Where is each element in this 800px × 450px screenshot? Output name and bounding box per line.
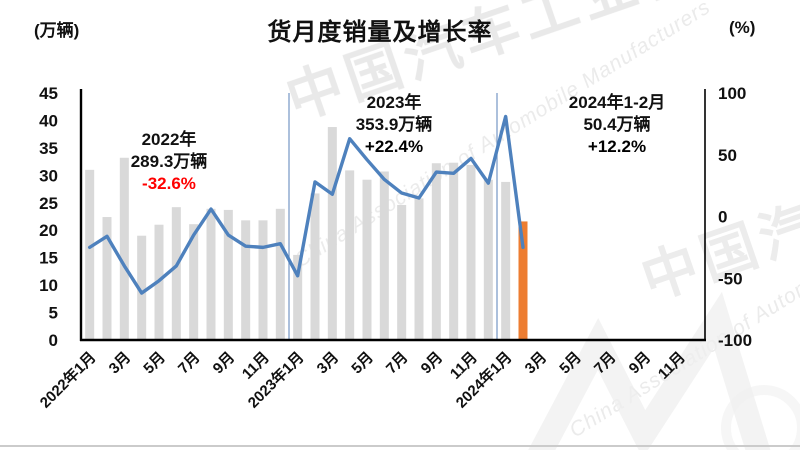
left-axis-tick-5: 5: [49, 304, 58, 323]
sales-bar-2023年1月: [293, 254, 303, 340]
annotation-2022-total: 289.3万辆: [130, 152, 208, 171]
sales-bar-2023年12月: [483, 179, 493, 340]
sales-bar-2023年7月: [397, 204, 407, 340]
slide-bottom-border: [0, 445, 800, 447]
sales-bar-2022年7月: [189, 224, 199, 340]
x-axis-label-5月: 5月: [556, 349, 585, 378]
sales-bar-2022年2月: [102, 217, 112, 340]
sales-bar-2023年8月: [414, 198, 424, 340]
x-axis-label-5月: 5月: [348, 349, 377, 378]
annotation-2022-growth: -32.6%: [142, 174, 196, 193]
watermark-logo-swoosh: [528, 291, 771, 450]
annotation-2023-year: 2023年: [366, 93, 422, 112]
right-axis-tick--100: -100: [718, 331, 752, 350]
annotation-2023-total: 353.9万辆: [355, 115, 433, 134]
annotation-2023: 2023年 353.9万辆 +22.4%: [356, 92, 433, 158]
sales-bar-2022年9月: [223, 209, 233, 340]
sales-bar-2022年1月: [85, 169, 95, 340]
annotation-2024-period: 2024年1-2月: [568, 93, 666, 112]
sales-bar-2023年2月: [310, 193, 320, 340]
left-axis-unit-label: (万辆): [34, 21, 80, 40]
x-axis-label-3月: 3月: [314, 349, 343, 378]
left-axis-tick-0: 0: [49, 331, 58, 350]
sales-bar-2022年3月: [119, 157, 129, 340]
growth-rate-line: [87, 114, 525, 295]
right-axis-tick-50: 50: [718, 146, 737, 165]
left-axis-tick-35: 35: [39, 139, 58, 158]
x-axis-label-9月: 9月: [418, 349, 447, 378]
annotation-2022: 2022年 289.3万辆 -32.6%: [131, 129, 208, 195]
sales-bar-2022年11月: [258, 220, 268, 340]
right-axis-unit-label: (%): [729, 18, 756, 37]
x-axis-label-7月: 7月: [591, 349, 620, 378]
sales-bar-2023年10月: [449, 162, 459, 340]
left-axis-tick-45: 45: [39, 84, 58, 103]
sales-bar-2022年4月: [137, 235, 147, 340]
left-axis-tick-40: 40: [39, 111, 58, 130]
annotation-2024-total: 50.4万辆: [583, 115, 651, 134]
right-axis-tick-100: 100: [718, 84, 746, 103]
annotation-2024-growth: +12.2%: [587, 137, 647, 156]
sales-bar-2023年4月: [345, 170, 355, 340]
watermark-logo-ring: [721, 385, 800, 450]
sales-bar-2022年12月: [275, 208, 285, 340]
left-axis-tick-20: 20: [39, 221, 58, 240]
left-axis-tick-30: 30: [39, 166, 58, 185]
sales-bar-2023年5月: [362, 179, 372, 340]
sales-bar-2022年8月: [206, 208, 216, 340]
sales-bar-2023年11月: [466, 164, 476, 340]
sales-bar-2023年9月: [431, 163, 441, 340]
sales-bar-2024年2月: [518, 221, 528, 340]
sales-bar-2023年3月: [327, 127, 337, 340]
sales-bar-2023年6月: [379, 171, 389, 340]
sales-bar-2022年10月: [241, 220, 251, 340]
sales-bar-2022年6月: [171, 207, 181, 340]
sales-bar-2024年1月: [501, 181, 511, 340]
left-axis-tick-25: 25: [39, 194, 58, 213]
x-axis-label-9月: 9月: [626, 349, 655, 378]
right-axis-tick-0: 0: [718, 208, 727, 227]
x-axis-label-7月: 7月: [175, 349, 204, 378]
annotation-2024: 2024年1-2月 50.4万辆 +12.2%: [569, 92, 665, 158]
annotation-2023-growth: +22.4%: [364, 137, 424, 156]
x-axis-label-3月: 3月: [522, 349, 551, 378]
left-axis-tick-15: 15: [39, 249, 58, 268]
x-axis-label-7月: 7月: [383, 349, 412, 378]
x-axis-label-9月: 9月: [210, 349, 239, 378]
x-axis-label-5月: 5月: [140, 349, 169, 378]
page-title: 货月度销量及增长率: [267, 19, 493, 46]
annotation-2022-year: 2022年: [141, 130, 197, 149]
right-axis-tick--50: -50: [718, 269, 743, 288]
left-axis-tick-10: 10: [39, 276, 58, 295]
x-axis-label-2022年1月: 2022年1月: [36, 348, 99, 411]
x-axis-label-11月: 11月: [655, 349, 689, 383]
x-axis-label-3月: 3月: [106, 349, 135, 378]
